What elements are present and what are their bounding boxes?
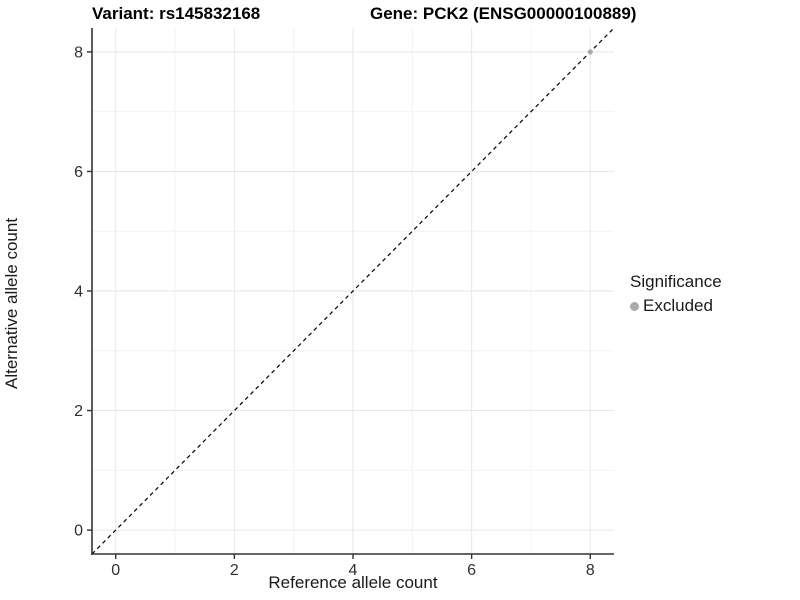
- identity-reference-line: [91, 27, 615, 555]
- y-tick-label: 2: [74, 403, 83, 420]
- x-tick-label: 6: [467, 562, 476, 579]
- data-point: [587, 49, 593, 55]
- x-tick-label: 0: [111, 562, 120, 579]
- y-tick-label: 0: [74, 523, 83, 540]
- x-tick-label: 4: [349, 562, 358, 579]
- legend-title: Significance: [630, 272, 722, 291]
- legend-item-excluded: Excluded: [630, 296, 722, 316]
- y-tick-label: 6: [74, 164, 83, 181]
- x-tick-label: 8: [586, 562, 595, 579]
- y-axis-title: Alternative allele count: [2, 217, 21, 389]
- plot-title-variant: Variant: rs145832168: [92, 4, 261, 23]
- y-tick-label: 8: [74, 44, 83, 61]
- plot-title-gene: Gene: PCK2 (ENSG00000100889): [370, 4, 637, 23]
- x-axis-title: Reference allele count: [268, 573, 438, 592]
- legend-point-icon: [630, 301, 639, 311]
- y-tick-label: 4: [74, 284, 83, 301]
- legend-item-label: Excluded: [643, 296, 713, 315]
- x-tick-label: 2: [230, 562, 239, 579]
- legend: Significance Excluded: [630, 272, 722, 316]
